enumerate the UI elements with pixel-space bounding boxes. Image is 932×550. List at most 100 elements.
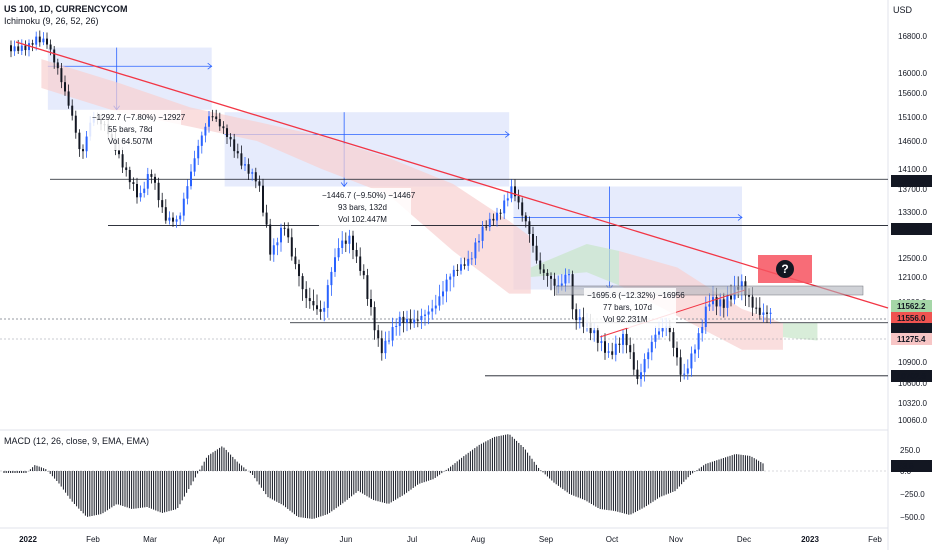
candle-body [492,218,495,221]
candle-body [661,327,664,332]
candle-body [164,207,167,221]
candle-body [10,45,12,52]
price-tick: 12100.0 [898,273,927,282]
candle-body [521,202,524,216]
candle-body [82,149,84,152]
candle-body [672,332,675,348]
candle-body [276,242,279,246]
time-tick: Apr [213,535,226,544]
time-tick: Sep [539,535,554,544]
candle-body [398,316,401,326]
candle-body [240,153,243,166]
candle-body [604,341,606,353]
candle-body [121,154,124,168]
candle-body [676,347,678,358]
candle-body [722,299,725,308]
candle-body [758,307,761,315]
candle-body [168,217,171,221]
candle-body [218,119,221,127]
candle-body [283,227,286,229]
candle-body [64,82,66,92]
measure-label-2-line2: 93 bars, 132d [338,203,387,212]
candle-body [578,317,581,321]
candle-body [568,274,570,276]
candle-body [647,352,650,360]
candle-body [701,327,704,334]
price-tick: 13300.0 [898,208,927,217]
candle-body [650,341,653,353]
candle-body [211,116,214,118]
currency-label: USD [892,5,912,15]
time-tick: Nov [669,535,683,544]
candle-body [730,295,732,300]
candle-body [287,228,290,238]
candle-body [301,276,304,290]
candle-body [157,182,160,201]
candle-body [197,145,200,159]
candle-body [344,240,347,244]
candle-body [560,283,563,286]
candle-body [690,353,693,369]
candle-body [424,314,426,316]
candle-body [229,136,232,140]
candle-body [128,170,131,183]
candle-body [24,45,27,51]
candle-body [719,299,722,307]
candle-body [751,296,754,308]
candle-body [474,242,477,259]
candle-body [388,340,390,342]
price-level-label: 12998.7 [897,225,926,234]
candle-body [172,217,174,222]
candle-body [625,333,628,346]
candle-body [355,249,358,257]
measure-label-1-line2: 55 bars, 78d [108,125,152,134]
price-level-badge [891,175,932,187]
price-tick: 16000.0 [898,69,927,78]
candle-body [319,309,322,312]
candle-body [402,316,405,323]
price-tick: 10900.0 [898,358,927,367]
candle-body [60,68,63,83]
candle-body [233,139,236,152]
measure-label-3-line2: 77 bars, 107d [603,303,652,312]
candle-body [298,264,300,277]
ichimoku-cloud-bearish-2 [619,251,783,350]
price-level-badge [891,223,932,235]
candle-body [406,318,408,323]
macd-legend[interactable]: MACD (12, 26, close, 9, EMA, EMA) [4,436,150,446]
candle-body [200,135,203,146]
candle-body [478,240,480,243]
candle-body [236,151,239,154]
candle-body [708,304,711,307]
candle-body [272,245,275,255]
candle-body [766,312,768,314]
measure-label-1-line3: Vol 64.507M [108,137,153,146]
time-tick: Feb [86,535,100,544]
candle-body [290,237,293,257]
measure-label-bg-2 [319,188,411,228]
candle-body [17,46,20,51]
candle-body [362,270,365,276]
candle-body [334,257,336,272]
candle-body [46,38,48,45]
candle-body [312,301,315,306]
candle-body [294,256,297,265]
candle-body [668,326,671,333]
candle-body [762,312,765,315]
price-tick: 14600.0 [898,137,927,146]
candle-body [629,345,632,353]
candle-body [755,307,758,309]
macd-tick: −500.0 [900,513,925,522]
candle-body [78,132,81,150]
candle-body [467,258,470,266]
candle-body [226,128,228,137]
ichimoku-legend[interactable]: Ichimoku (9, 26, 52, 26) [4,16,99,26]
chart-symbol-title: US 100, 1D, CURRENCYCOM [4,4,128,14]
candle-body [330,271,333,286]
candle-body [427,311,430,315]
candle-body [269,224,272,255]
candle-body [118,150,120,155]
candle-body [640,372,642,379]
candle-body [373,307,376,331]
